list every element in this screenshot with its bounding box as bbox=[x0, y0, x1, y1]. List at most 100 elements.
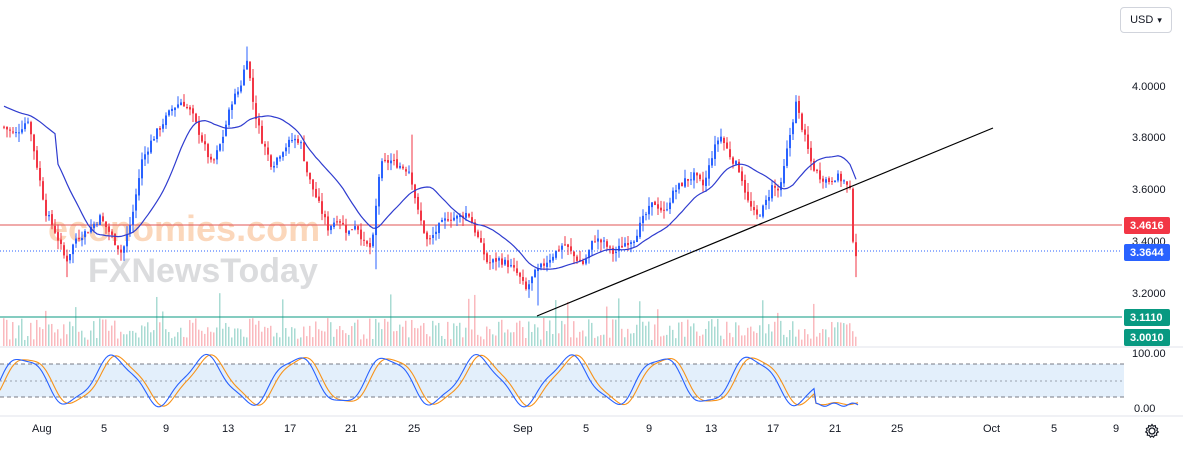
volume-bar bbox=[9, 339, 11, 346]
volume-bar bbox=[789, 330, 791, 346]
candles bbox=[3, 46, 857, 306]
ascending-trendline[interactable] bbox=[536, 127, 994, 317]
currency-selector[interactable]: USD ▾ bbox=[1120, 7, 1172, 33]
oscillator-axis[interactable]: 100.00 0.00 bbox=[1132, 348, 1166, 415]
candle-body bbox=[87, 232, 89, 234]
volume-bar bbox=[573, 321, 575, 346]
candle-body bbox=[171, 108, 173, 111]
candle-body bbox=[408, 171, 410, 173]
volume-bar bbox=[312, 337, 314, 346]
volume-bar bbox=[105, 319, 107, 346]
price-tick: 3.6000 bbox=[1132, 184, 1166, 196]
volume-bar bbox=[786, 337, 788, 346]
candle-body bbox=[597, 238, 599, 242]
volume-bar bbox=[12, 322, 14, 346]
candle-body bbox=[300, 142, 302, 144]
volume-bar bbox=[183, 336, 185, 346]
price-axis[interactable]: 4.0000 3.8000 3.6000 3.4000 3.2000 bbox=[1132, 81, 1166, 300]
volume-bar bbox=[630, 333, 632, 346]
volume-bar bbox=[78, 331, 80, 346]
time-axis[interactable]: Aug 5 9 13 17 21 25 Sep 5 9 13 17 21 25 … bbox=[32, 423, 1119, 435]
candle-body bbox=[774, 185, 776, 188]
support-tag-lower: 3.0010 bbox=[1124, 329, 1170, 346]
candle-body bbox=[267, 147, 269, 155]
time-label: 25 bbox=[408, 423, 420, 435]
candle-body bbox=[204, 141, 206, 145]
candle-body bbox=[612, 247, 614, 254]
volume-bar bbox=[129, 330, 131, 346]
volume-bar bbox=[165, 329, 167, 346]
candle-body bbox=[288, 139, 290, 148]
candle-body bbox=[132, 211, 134, 225]
candle-body bbox=[855, 242, 857, 257]
volume-bar bbox=[363, 334, 365, 346]
candle-body bbox=[483, 243, 485, 255]
candle-body bbox=[495, 258, 497, 262]
volume-bar bbox=[186, 337, 188, 346]
volume-bar bbox=[225, 323, 227, 346]
oscillator-tick: 0.00 bbox=[1134, 403, 1155, 415]
candle-body bbox=[813, 161, 815, 171]
candle-body bbox=[138, 178, 140, 196]
volume-bar bbox=[846, 324, 848, 346]
candle-body bbox=[162, 124, 164, 129]
volume-bar bbox=[393, 331, 395, 346]
volume-bar bbox=[132, 330, 134, 346]
volume-bar bbox=[294, 328, 296, 346]
candle-body bbox=[510, 265, 512, 267]
settings-button[interactable] bbox=[1141, 420, 1163, 442]
volume-bar bbox=[276, 332, 278, 346]
volume-bar bbox=[192, 322, 194, 346]
candle-body bbox=[609, 246, 611, 248]
chevron-down-icon: ▾ bbox=[1157, 14, 1162, 25]
candle-body bbox=[432, 235, 434, 238]
time-label: 13 bbox=[222, 423, 234, 435]
volume-bar bbox=[564, 324, 566, 346]
candle-body bbox=[516, 268, 518, 273]
volume-bar bbox=[63, 324, 65, 346]
candle-body bbox=[675, 190, 677, 192]
candle-body bbox=[768, 197, 770, 201]
candle-body bbox=[783, 166, 785, 184]
volume-bar bbox=[477, 334, 479, 346]
candle-body bbox=[741, 171, 743, 182]
candle-body bbox=[759, 215, 761, 217]
candle-body bbox=[243, 69, 245, 86]
volume-bar bbox=[594, 337, 596, 346]
volume-bar bbox=[366, 338, 368, 346]
candle-body bbox=[159, 128, 161, 130]
volume-bar bbox=[51, 323, 53, 346]
candle-body bbox=[522, 277, 524, 281]
candle-body bbox=[426, 232, 428, 240]
candle-body bbox=[198, 121, 200, 135]
candle-body bbox=[453, 217, 455, 221]
candle-body bbox=[708, 165, 710, 179]
candle-body bbox=[429, 238, 431, 240]
price-tick: 3.2000 bbox=[1132, 288, 1166, 300]
candle-body bbox=[630, 242, 632, 244]
candle-body bbox=[21, 129, 23, 133]
volume-bar bbox=[201, 330, 203, 346]
time-label: 5 bbox=[101, 423, 107, 435]
candle-body bbox=[525, 281, 527, 290]
volume-bar bbox=[570, 337, 572, 346]
volume-bar bbox=[357, 319, 359, 346]
candle-body bbox=[411, 172, 413, 185]
candle-body bbox=[141, 159, 143, 179]
volume-bar bbox=[567, 301, 569, 346]
candle-body bbox=[780, 182, 782, 191]
volume-bar bbox=[150, 332, 152, 346]
candle-body bbox=[552, 256, 554, 261]
volume-bar bbox=[726, 321, 728, 346]
candle-body bbox=[513, 265, 515, 268]
candle-body bbox=[402, 166, 404, 169]
candle-body bbox=[573, 251, 575, 257]
volume-bar bbox=[213, 332, 215, 346]
volume-bar bbox=[654, 324, 656, 346]
price-tick: 4.0000 bbox=[1132, 81, 1166, 93]
last-price-tag: 3.3644 bbox=[1124, 244, 1170, 261]
candle-body bbox=[189, 107, 191, 110]
volume-bar bbox=[618, 298, 620, 346]
candle-body bbox=[213, 159, 215, 161]
